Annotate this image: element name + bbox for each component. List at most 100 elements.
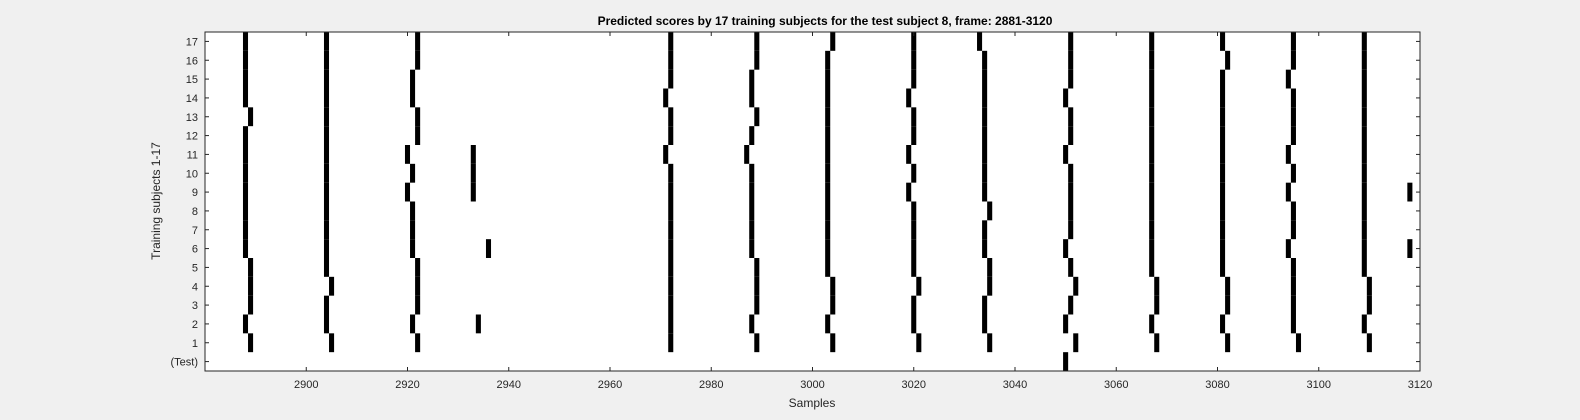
score-mark <box>911 32 917 51</box>
x-tick-label: 3020 <box>902 379 926 391</box>
score-mark <box>242 163 249 183</box>
y-tick-label: 10 <box>186 168 198 180</box>
score-mark <box>242 50 249 70</box>
y-tick-label: 2 <box>192 319 198 331</box>
score-mark <box>1063 352 1069 371</box>
score-mark <box>1149 314 1155 334</box>
score-mark <box>1361 220 1367 240</box>
score-mark <box>1361 88 1367 108</box>
y-axis-label: Training subjects 1-17 <box>149 142 163 260</box>
x-tick-label: 3060 <box>1104 379 1128 391</box>
score-mark <box>415 333 421 353</box>
x-tick-label: 2940 <box>497 379 521 391</box>
score-mark <box>410 88 416 108</box>
score-mark <box>1290 163 1296 183</box>
score-mark <box>749 126 755 145</box>
score-mark <box>470 182 476 202</box>
score-mark <box>470 163 476 183</box>
score-mark <box>1068 182 1074 202</box>
score-mark <box>1149 50 1155 70</box>
score-mark <box>415 50 421 70</box>
score-mark <box>668 201 674 221</box>
score-mark <box>485 239 492 258</box>
score-mark <box>410 220 416 240</box>
y-tick-label: 12 <box>186 131 198 143</box>
score-mark <box>1149 201 1155 221</box>
score-mark <box>415 295 421 315</box>
score-mark <box>744 145 750 164</box>
y-tick-label: 4 <box>192 281 198 293</box>
score-mark <box>825 88 831 108</box>
score-mark <box>830 32 836 51</box>
score-mark <box>1063 239 1069 258</box>
score-mark <box>987 276 993 296</box>
score-mark <box>1220 69 1226 89</box>
score-mark <box>323 145 330 164</box>
score-mark <box>830 295 836 315</box>
x-tick-label: 3000 <box>800 379 824 391</box>
score-mark <box>242 220 249 240</box>
score-mark <box>1068 201 1074 221</box>
score-mark <box>1068 126 1074 145</box>
score-mark <box>1220 32 1226 51</box>
score-mark <box>1285 182 1291 202</box>
score-mark <box>323 182 330 202</box>
score-mark <box>1361 126 1367 145</box>
score-mark <box>470 145 476 164</box>
x-tick-label: 2960 <box>598 379 622 391</box>
x-axis-ticks: 2900 2920 2940 2960 2980 3000 3020 3040 3060 3080… <box>294 32 1432 391</box>
score-mark <box>668 126 674 145</box>
score-mark <box>323 32 330 51</box>
score-mark <box>242 201 249 221</box>
score-mark <box>1290 88 1296 108</box>
score-mark <box>1220 182 1226 202</box>
score-mark <box>323 239 330 258</box>
score-mark <box>1149 182 1155 202</box>
score-mark <box>749 88 755 108</box>
score-mark <box>1220 201 1226 221</box>
score-mark <box>982 126 988 145</box>
score-mark <box>906 88 912 108</box>
score-mark <box>1361 182 1367 202</box>
score-mark <box>825 314 831 334</box>
score-mark <box>248 333 254 353</box>
score-mark <box>754 295 760 315</box>
score-mark <box>1366 333 1372 353</box>
score-mark <box>825 50 831 70</box>
score-mark <box>668 314 674 334</box>
score-mark <box>1366 276 1372 296</box>
score-mark <box>1290 220 1296 240</box>
score-mark <box>1068 220 1074 240</box>
score-mark <box>1220 220 1226 240</box>
score-mark <box>1149 163 1155 183</box>
score-mark <box>1154 276 1160 296</box>
score-mark <box>916 333 922 353</box>
score-mark <box>1361 258 1367 277</box>
score-mark <box>668 69 674 89</box>
score-mark <box>911 295 917 315</box>
score-mark <box>825 145 831 164</box>
score-mark <box>248 107 254 127</box>
score-mark <box>1361 201 1367 221</box>
score-marks <box>242 32 1413 371</box>
x-tick-label: 2980 <box>699 379 723 391</box>
score-mark <box>1361 239 1367 258</box>
score-mark <box>329 333 335 353</box>
score-mark <box>1407 239 1413 258</box>
score-mark <box>410 69 416 89</box>
score-mark <box>668 50 674 70</box>
score-mark <box>1290 201 1296 221</box>
score-mark <box>825 126 831 145</box>
score-mark <box>1290 32 1296 51</box>
score-mark <box>242 182 249 202</box>
score-mark <box>1295 333 1302 353</box>
score-mark <box>323 88 330 108</box>
score-mark <box>749 239 755 258</box>
score-mark <box>1220 107 1226 127</box>
y-tick-label: 13 <box>186 112 198 124</box>
score-mark <box>323 126 330 145</box>
score-mark <box>323 295 330 315</box>
score-mark <box>242 126 249 145</box>
